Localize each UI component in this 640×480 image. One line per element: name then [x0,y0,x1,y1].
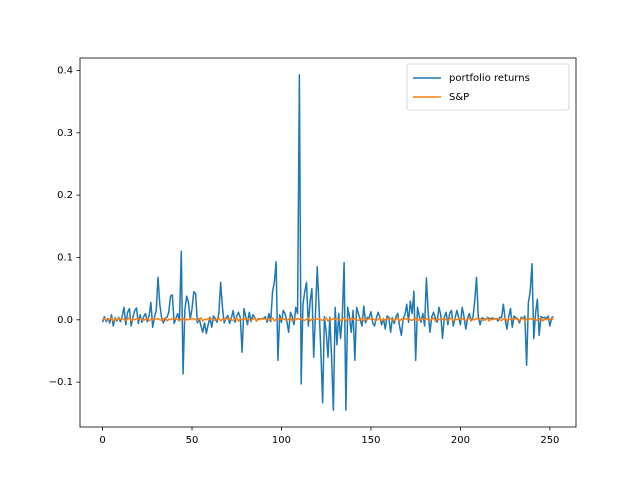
axes-frame [79,57,577,428]
x-tick-label: 50 [186,435,199,446]
y-tick-label: −0.1 [49,377,73,388]
legend: portfolio returns S&P [406,63,570,111]
legend-label: S&P [449,92,469,103]
x-tick-label: 150 [361,435,380,446]
y-tick-label: 0.1 [57,252,73,263]
y-tick-label: 0.3 [57,128,73,139]
y-tick-label: 0.0 [57,315,73,326]
data-line [102,317,554,322]
legend-box [406,63,570,111]
x-tick-label: 100 [272,435,291,446]
x-tick-label: 250 [540,435,559,446]
legend-label: portfolio returns [449,73,530,84]
y-tick-label: 0.4 [57,65,73,76]
x-tick-label: 200 [451,435,470,446]
x-tick-label: 0 [99,435,105,446]
y-tick-label: 0.2 [57,190,73,201]
data-line [101,74,554,411]
